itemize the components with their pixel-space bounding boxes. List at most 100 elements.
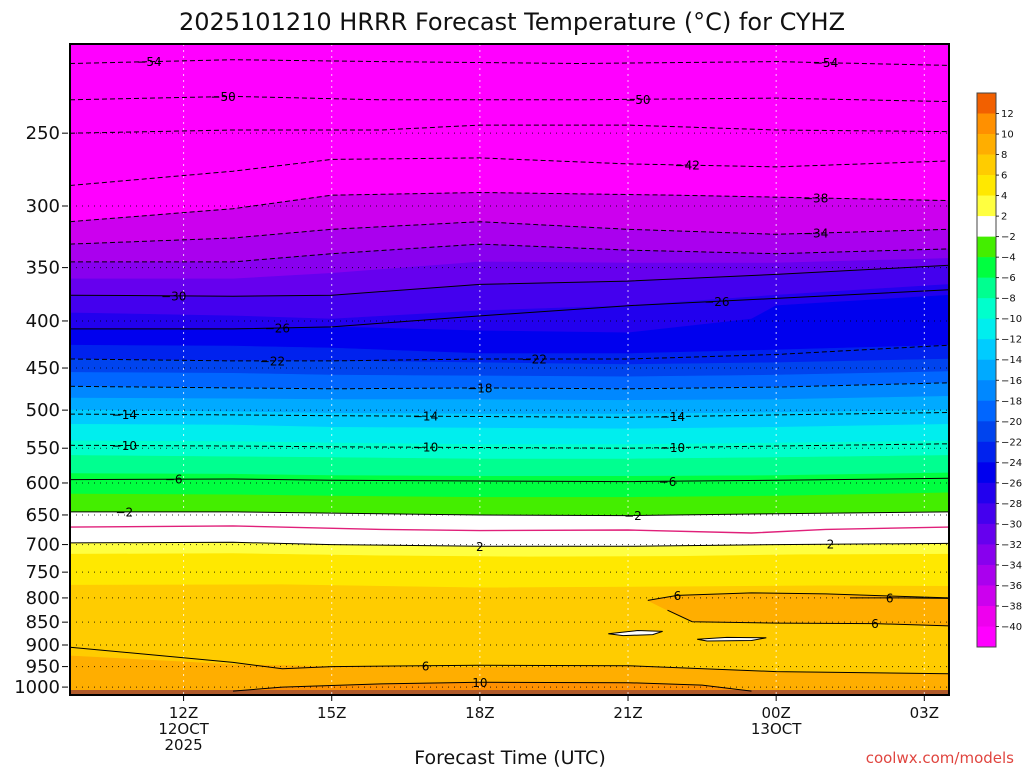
colorbar-label: 6 bbox=[1001, 171, 1007, 182]
contour-line-6 bbox=[70, 243, 950, 263]
colorbar-swatch bbox=[977, 626, 996, 648]
chart-title: 2025101210 HRRR Forecast Temperature (°C… bbox=[179, 8, 845, 36]
contour-label: −22 bbox=[522, 353, 547, 367]
credit-label: coolwx.com/models bbox=[866, 749, 1014, 767]
y-tick-label: 550 bbox=[26, 438, 60, 459]
colorbar-swatch bbox=[977, 380, 996, 402]
y-tick-label: 850 bbox=[26, 612, 60, 633]
contour-line-5 bbox=[69, 221, 950, 245]
colorbar-swatch bbox=[977, 257, 996, 278]
colorbar-swatch bbox=[977, 154, 996, 176]
contour-label: −14 bbox=[112, 408, 137, 422]
y-tick-label: 600 bbox=[26, 473, 60, 494]
x-tick-label: 18Z bbox=[465, 704, 494, 722]
contour-label: −10 bbox=[413, 441, 438, 455]
contour-label: 6 bbox=[674, 589, 682, 603]
x-tick-label: 13OCT bbox=[751, 720, 802, 738]
temperature-band-17 bbox=[69, 472, 950, 498]
y-tick-label: 250 bbox=[26, 123, 60, 144]
colorbar-label: −28 bbox=[1001, 499, 1022, 510]
contour-label: −38 bbox=[803, 191, 828, 205]
contour-label: −10 bbox=[112, 439, 137, 453]
contour-line-7 bbox=[69, 264, 950, 297]
contour-line-12 bbox=[69, 443, 950, 449]
colorbar-label: −40 bbox=[1001, 622, 1022, 633]
colorbar-label: 12 bbox=[1001, 109, 1014, 120]
contour-line-0 bbox=[69, 59, 950, 66]
colorbar-label: 2 bbox=[1001, 212, 1007, 223]
colorbar-label: −4 bbox=[1001, 253, 1016, 264]
y-tick-label: 650 bbox=[26, 505, 60, 526]
colorbar-label: −10 bbox=[1001, 314, 1022, 325]
x-axis-label: Forecast Time (UTC) bbox=[414, 747, 605, 768]
y-tick-label: 400 bbox=[26, 311, 60, 332]
colorbar: 12 10 8 6 4 2 −2 −4 −6 −8 −10 −12 −14 −16 −18 −20 −22 −24… bbox=[976, 92, 1022, 648]
colorbar-label: −36 bbox=[1001, 581, 1022, 592]
colorbar-label: −8 bbox=[1001, 294, 1016, 305]
x-tick-label: 12OCT bbox=[158, 720, 209, 738]
colorbar-label: 4 bbox=[1001, 191, 1007, 202]
y-tick-label: 1000 bbox=[14, 677, 60, 698]
contour-label: −50 bbox=[625, 93, 650, 107]
colorbar-swatch bbox=[977, 93, 996, 114]
contour-label: −2 bbox=[624, 509, 642, 523]
contour-label: −14 bbox=[660, 410, 685, 424]
y-tick-label: 750 bbox=[26, 562, 60, 583]
contour-line-16 bbox=[647, 592, 950, 601]
contour-label: −6 bbox=[165, 473, 183, 487]
contour-label: −22 bbox=[260, 354, 285, 368]
y-tick-label: 450 bbox=[26, 358, 60, 379]
colorbar-label: −12 bbox=[1001, 335, 1022, 346]
contour-label: −2 bbox=[115, 505, 133, 519]
contour-label: 2 bbox=[476, 540, 484, 554]
colorbar-label: −2 bbox=[1001, 232, 1016, 243]
colorbar-swatch bbox=[977, 318, 996, 340]
y-tick-label: 300 bbox=[26, 196, 60, 217]
colorbar-swatch bbox=[977, 482, 996, 504]
colorbar-swatch bbox=[977, 236, 996, 258]
contour-line-17 bbox=[667, 609, 950, 627]
colorbar-label: −26 bbox=[1001, 478, 1022, 489]
colorbar-swatch bbox=[977, 605, 996, 627]
contour-line-20 bbox=[232, 681, 752, 692]
colorbar-label: 8 bbox=[1001, 150, 1007, 161]
contour-label: −42 bbox=[675, 159, 700, 173]
contour-line-14 bbox=[70, 511, 950, 517]
contour-label: −6 bbox=[659, 475, 677, 489]
x-tick-label: 21Z bbox=[613, 704, 642, 722]
contour-label: −10 bbox=[660, 441, 685, 455]
contour-line-9 bbox=[69, 344, 950, 362]
contour-label: 6 bbox=[871, 617, 879, 631]
colorbar-swatch bbox=[977, 441, 996, 463]
contour-label: −26 bbox=[265, 321, 290, 335]
contour-label: −54 bbox=[136, 55, 161, 69]
colorbar-swatch bbox=[977, 503, 996, 525]
y-axis: 2503003504004505005506006507007508008509… bbox=[14, 123, 68, 698]
colorbar-swatch bbox=[977, 195, 996, 217]
colorbar-swatch bbox=[977, 277, 996, 299]
temperature-band-19 bbox=[69, 511, 950, 547]
colorbar-swatch bbox=[977, 585, 996, 607]
y-tick-label: 350 bbox=[26, 258, 60, 279]
colorbar-label: −18 bbox=[1001, 396, 1022, 407]
x-tick-label: 03Z bbox=[910, 704, 939, 722]
contour-label: 6 bbox=[422, 659, 430, 673]
contour-label: −54 bbox=[813, 56, 838, 70]
contour-label: −50 bbox=[210, 90, 235, 104]
colorbar-swatch bbox=[977, 216, 996, 237]
colorbar-label: −34 bbox=[1001, 560, 1022, 571]
contour-label: −30 bbox=[161, 289, 186, 303]
colorbar-swatch bbox=[977, 175, 996, 196]
temperature-island-0 bbox=[608, 629, 663, 637]
colorbar-swatch bbox=[977, 400, 996, 422]
plot-area: −54 −54−50 −50−42−38−34−30−26−26−22 −22−18−… bbox=[69, 43, 950, 696]
contour-line-18 bbox=[850, 597, 950, 599]
x-tick-label: 2025 bbox=[164, 736, 202, 754]
colorbar-label: −6 bbox=[1001, 273, 1016, 284]
colorbar-swatch bbox=[977, 421, 996, 443]
colorbar-swatch bbox=[977, 134, 996, 155]
colorbar-label: −16 bbox=[1001, 376, 1022, 387]
colorbar-label: −32 bbox=[1001, 540, 1022, 551]
